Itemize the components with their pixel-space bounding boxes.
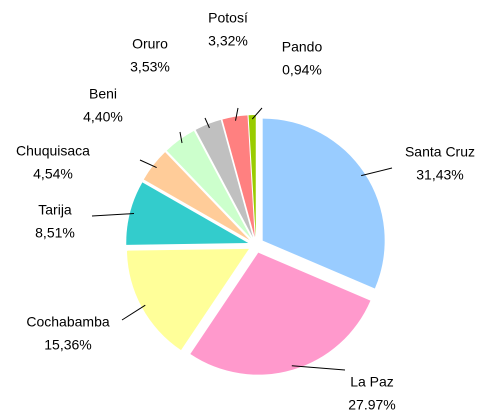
- leader-line: [91, 213, 135, 217]
- slice-label: Oruro: [132, 36, 168, 52]
- pie-slice: [143, 152, 250, 241]
- leader-line: [251, 107, 263, 120]
- slice-label: Tarija: [38, 202, 72, 218]
- pie-slice: [222, 115, 255, 238]
- leader-line: [139, 159, 157, 168]
- slice-label: Cochabamba: [26, 314, 109, 330]
- pie-slice: [166, 130, 252, 239]
- leader-line: [121, 304, 146, 321]
- slice-value-label: 31,43%: [416, 167, 463, 183]
- leader-line: [179, 131, 183, 144]
- pie-slice: [190, 252, 371, 375]
- slice-label: Potosí: [208, 10, 248, 26]
- leader-line: [204, 117, 210, 129]
- slice-value-label: 27.97%: [348, 397, 395, 413]
- pie-slice: [262, 118, 385, 289]
- slice-value-label: 4,54%: [33, 166, 73, 182]
- leader-line: [291, 365, 346, 371]
- pie-slice: [195, 119, 254, 238]
- slice-value-label: 3,32%: [208, 33, 248, 49]
- pie-slice: [126, 182, 249, 245]
- slice-label: Beni: [89, 86, 117, 102]
- slice-value-label: 3,53%: [130, 59, 170, 75]
- slice-value-label: 15,36%: [44, 337, 91, 353]
- slice-label: La Paz: [350, 374, 394, 390]
- slice-value-label: 8,51%: [35, 225, 75, 241]
- leader-line: [235, 107, 239, 121]
- slice-label: Santa Cruz: [405, 144, 475, 160]
- pie-slice: [126, 248, 249, 351]
- slice-label: Chuquisaca: [16, 143, 90, 159]
- pie-slice: [248, 115, 256, 238]
- slice-value-label: 0,94%: [282, 62, 322, 78]
- slice-value-label: 4,40%: [83, 109, 123, 125]
- slice-label: Pando: [282, 39, 323, 55]
- leader-line: [361, 167, 393, 177]
